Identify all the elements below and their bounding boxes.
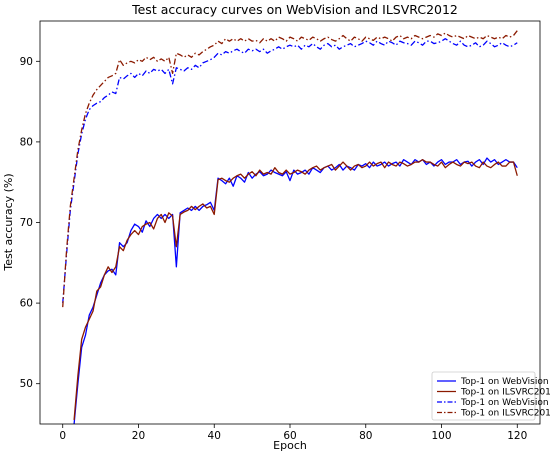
x-tick-label: 20 (132, 430, 145, 442)
x-axis-label: Epoch (273, 439, 307, 452)
series-layer (62, 30, 518, 424)
plot-frame (39, 20, 541, 425)
y-tick-label: 80 (20, 136, 33, 148)
y-tick-label: 50 (20, 378, 33, 390)
x-tick-label: 40 (208, 430, 221, 442)
x-tick-label: 60 (283, 430, 296, 442)
legend-label: Top-1 on ILSVRC2012 (460, 388, 550, 398)
legend-label: Top-1 on ILSVRC2012 (460, 409, 550, 419)
y-tick-label: 70 (20, 217, 33, 229)
legend-box (431, 371, 536, 421)
x-tick-label: 80 (359, 430, 372, 442)
x-tick-label: 100 (431, 430, 451, 442)
y-axis-label: Test accuracy (%) (2, 173, 15, 271)
y-tick-label: 90 (20, 56, 33, 68)
series-line-2 (73, 158, 518, 421)
x-tick-label: 0 (59, 430, 66, 442)
x-tick-label: 120 (507, 430, 527, 442)
legend-label: Top-1 on WebVision (460, 377, 549, 387)
series-line-4 (62, 30, 518, 308)
series-line-3 (62, 38, 518, 304)
chart-title: Test accuracy curves on WebVision and IL… (131, 2, 458, 17)
x-axis: 0 20 40 60 80 100 120 (59, 424, 527, 442)
legend-label: Top-1 on WebVision (460, 398, 549, 408)
y-axis: 50 60 70 80 90 (20, 56, 40, 390)
y-tick-label: 60 (20, 298, 33, 310)
